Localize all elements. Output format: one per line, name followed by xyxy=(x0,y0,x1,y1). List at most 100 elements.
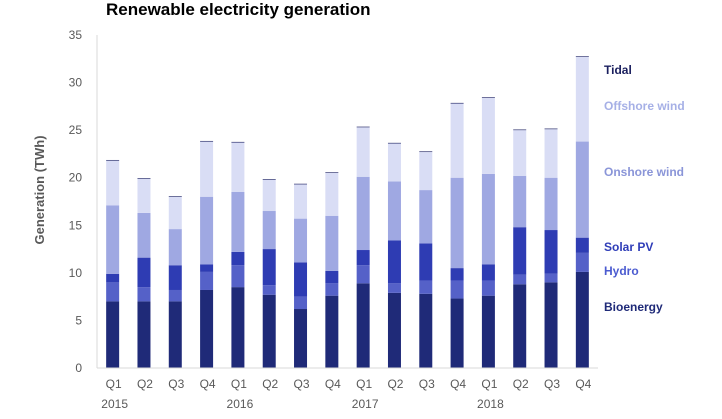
bar-segment-tidal xyxy=(262,179,276,180)
y-axis: 0 5 10 15 20 25 30 35 xyxy=(69,28,98,375)
bar-segment-bioenergy xyxy=(294,309,308,368)
x-tick-label: Q2 xyxy=(513,377,529,391)
bar-segment-onshore-wind xyxy=(450,177,464,269)
bar-segment-solar-pv xyxy=(544,230,558,274)
bar-segment-offshore-wind xyxy=(450,103,464,178)
bar-segment-bioenergy xyxy=(513,284,527,368)
bar-segment-bioenergy xyxy=(544,282,558,368)
bar-segment-solar-pv xyxy=(325,270,339,284)
bar-segment-bioenergy xyxy=(419,293,433,368)
bar-segment-bioenergy xyxy=(325,295,339,368)
bar-stack xyxy=(481,97,495,368)
bar-stack xyxy=(137,178,151,368)
bar-segment-hydro xyxy=(325,283,339,296)
bar-segment-offshore-wind xyxy=(200,141,214,197)
bar-segment-hydro xyxy=(200,271,214,290)
bar-segment-bioenergy xyxy=(106,301,120,368)
bar-segment-offshore-wind xyxy=(513,130,527,176)
bar-segment-tidal xyxy=(575,56,589,57)
x-tick-label: Q3 xyxy=(294,377,310,391)
bar-segment-bioenergy xyxy=(262,294,276,368)
bar-segment-solar-pv xyxy=(294,262,308,297)
x-axis: Q1 Q2 Q3 Q4 Q1 Q2 Q3 Q4 Q1 Q2 Q3 Q4 Q1 Q2 Q3 Q4 2015 2016… xyxy=(97,367,598,411)
x-year-label: 2015 xyxy=(101,397,128,411)
x-tick-label: Q3 xyxy=(168,377,184,391)
x-tick-label: Q1 xyxy=(106,377,122,391)
x-tick-label: Q4 xyxy=(575,377,591,391)
x-tick-label: Q4 xyxy=(450,377,466,391)
bar-segment-offshore-wind xyxy=(262,179,276,212)
bar-segment-tidal xyxy=(419,151,433,153)
y-tick-label: 10 xyxy=(69,266,83,280)
bar-segment-bioenergy xyxy=(200,289,214,368)
bar-segment-solar-pv xyxy=(513,227,527,275)
y-tick-label: 20 xyxy=(69,171,83,185)
bar-segment-tidal xyxy=(106,159,120,161)
bar-segment-solar-pv xyxy=(481,264,495,281)
bar-segment-onshore-wind xyxy=(419,190,433,244)
bar-segment-solar-pv xyxy=(168,265,182,290)
bar-segment-offshore-wind xyxy=(106,160,120,206)
bar-segment-bioenergy xyxy=(450,298,464,368)
x-tick-label: Q2 xyxy=(262,377,278,391)
bar-segment-bioenergy xyxy=(137,301,151,368)
bar-segment-onshore-wind xyxy=(168,229,182,266)
legend-label-tidal: Tidal xyxy=(604,63,632,77)
legend-label-solar-pv: Solar PV xyxy=(604,240,653,254)
bar-stack xyxy=(575,56,589,368)
bar-stack xyxy=(200,140,214,368)
bar-segment-bioenergy xyxy=(168,301,182,368)
bar-segment-solar-pv xyxy=(231,251,245,266)
bar-segment-tidal xyxy=(168,196,182,197)
bar-stack xyxy=(325,172,339,368)
bar-segment-offshore-wind xyxy=(419,152,433,191)
bar-segment-offshore-wind xyxy=(168,196,182,230)
bar-segment-onshore-wind xyxy=(575,141,589,238)
legend-label-bioenergy: Bioenergy xyxy=(604,300,663,314)
bar-segment-bioenergy xyxy=(231,287,245,368)
bar-stack xyxy=(168,196,182,368)
bar-segment-onshore-wind xyxy=(137,212,151,258)
bar-segment-hydro xyxy=(544,273,558,283)
bar-stack xyxy=(356,126,370,368)
bar-segment-hydro xyxy=(356,265,370,284)
bar-segment-tidal xyxy=(137,178,151,179)
bar-segment-onshore-wind xyxy=(356,176,370,251)
bar-segment-solar-pv xyxy=(137,257,151,288)
bar-segment-hydro xyxy=(513,274,527,285)
bar-segment-tidal xyxy=(356,126,370,128)
bar-stack xyxy=(262,179,276,368)
bar-segment-onshore-wind xyxy=(325,215,339,271)
bar-stack xyxy=(106,159,120,368)
x-year-label: 2018 xyxy=(477,397,504,411)
x-tick-label: Q3 xyxy=(544,377,560,391)
bar-segment-solar-pv xyxy=(262,249,276,286)
bar-segment-hydro xyxy=(294,296,308,310)
bar-segment-hydro xyxy=(450,280,464,299)
y-tick-label: 25 xyxy=(69,123,83,137)
bar-segment-hydro xyxy=(575,252,589,272)
x-tick-label: Q1 xyxy=(231,377,247,391)
bars xyxy=(106,56,589,368)
bar-segment-tidal xyxy=(231,141,245,143)
x-tick-label: Q2 xyxy=(387,377,403,391)
bar-segment-hydro xyxy=(481,280,495,296)
y-tick-label: 5 xyxy=(75,313,82,327)
legend-label-offshore-wind: Offshore wind xyxy=(604,99,685,113)
bar-segment-hydro xyxy=(137,287,151,302)
bar-segment-tidal xyxy=(387,142,401,144)
bar-segment-bioenergy xyxy=(387,292,401,368)
bar-segment-onshore-wind xyxy=(200,196,214,265)
x-tick-label: Q1 xyxy=(356,377,372,391)
y-tick-label: 35 xyxy=(69,28,83,42)
x-tick-label: Q4 xyxy=(200,377,216,391)
bar-segment-bioenergy xyxy=(481,295,495,368)
bar-stack xyxy=(450,102,464,368)
bar-segment-tidal xyxy=(294,183,308,185)
bar-segment-offshore-wind xyxy=(575,56,589,142)
bar-segment-onshore-wind xyxy=(387,181,401,241)
bar-segment-offshore-wind xyxy=(231,142,245,192)
bar-stack xyxy=(294,183,308,368)
bar-segment-onshore-wind xyxy=(231,191,245,252)
